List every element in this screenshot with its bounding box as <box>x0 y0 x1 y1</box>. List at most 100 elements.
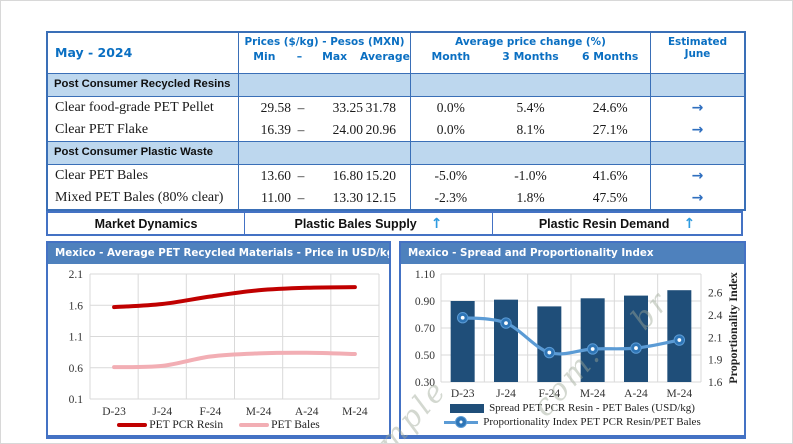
price-min: 11.00 <box>261 190 291 205</box>
price-chart-legend: PET PCR Resin PET Bales <box>48 419 389 431</box>
svg-text:A-24: A-24 <box>624 388 648 398</box>
estimate-arrow-icon: → <box>691 190 704 206</box>
svg-text:1.9: 1.9 <box>708 355 723 367</box>
price-row: Mixed PET Bales (80% clear) 11.00– 13.30 12… <box>48 187 744 209</box>
section-header-row: Post Consumer Recycled Resins <box>48 73 744 97</box>
price-max: 16.80 <box>332 168 363 183</box>
spread-legend-label: Spread PET PCR Resin - PET Bales (USD/kg… <box>489 402 695 414</box>
svg-text:M-24: M-24 <box>667 388 693 398</box>
market-dynamics-label: Market Dynamics <box>94 216 198 231</box>
section-spacer <box>410 142 650 164</box>
demand-up-arrow-icon: ↑ <box>683 215 696 232</box>
estimate-arrow-icon: → <box>691 168 704 184</box>
price-max: 24.00 <box>332 122 363 137</box>
svg-text:2.6: 2.6 <box>708 288 723 300</box>
change-group-title: Average price change (%) <box>455 36 606 48</box>
svg-text:0.6: 0.6 <box>69 363 84 375</box>
price-change-cell: 0.0% 8.1% 27.1% <box>410 119 650 141</box>
legend-item-resin: PET PCR Resin <box>117 419 223 431</box>
price-line-chart: 2.1 1.6 1.1 0.6 0.1 D-23 J-24 F-24 M-24 A-24 M-24 <box>69 269 380 418</box>
spread-chart-legend: Spread PET PCR Resin - PET Bales (USD/kg… <box>401 402 744 428</box>
svg-text:0.70: 0.70 <box>415 323 435 335</box>
section-spacer <box>238 142 410 164</box>
section-spacer <box>410 74 650 96</box>
section-spacer <box>650 142 744 164</box>
price-min: 16.39 <box>260 122 291 137</box>
price-range-dash: – <box>297 100 305 115</box>
change-6-months: 24.6% <box>592 100 628 115</box>
svg-text:0.90: 0.90 <box>415 296 435 308</box>
plastic-resin-demand-cell: Plastic Resin Demand ↑ <box>492 213 741 234</box>
index-line-swatch <box>444 416 479 428</box>
svg-text:M-24: M-24 <box>580 388 606 398</box>
plastic-resin-demand-label: Plastic Resin Demand <box>538 216 670 231</box>
price-change-cell: -2.3% 1.8% 47.5% <box>410 187 650 209</box>
section-label: Post Consumer Recycled Resins <box>54 78 231 90</box>
change-month: -2.3% <box>434 190 468 205</box>
svg-text:F-24: F-24 <box>538 388 560 398</box>
svg-text:0.50: 0.50 <box>415 350 435 362</box>
estimate-arrow-icon: → <box>691 100 704 116</box>
svg-text:2.4: 2.4 <box>708 310 723 322</box>
change-month: 0.0% <box>436 122 465 137</box>
estimated-header: Estimated June <box>650 33 744 73</box>
price-chart-panel: Mexico - Average PET Recycled Materials … <box>46 241 391 439</box>
price-chart-title: Mexico - Average PET Recycled Materials … <box>48 243 389 264</box>
estimate-arrow-icon: → <box>691 122 704 138</box>
svg-text:F-24: F-24 <box>200 406 222 416</box>
resin-legend-label: PET PCR Resin <box>149 419 224 431</box>
index-marker-icon <box>455 416 468 428</box>
average-header: Average <box>359 50 410 63</box>
prices-subheaders: Min – Max Average <box>239 48 410 63</box>
svg-text:D-23: D-23 <box>451 388 475 398</box>
price-range-dash: – <box>297 190 305 205</box>
section-header-row: Post Consumer Plastic Waste <box>48 141 744 165</box>
svg-text:0.1: 0.1 <box>69 394 84 406</box>
svg-text:A-24: A-24 <box>295 406 319 416</box>
svg-text:1.1: 1.1 <box>69 332 84 344</box>
estimated-header-line2: June <box>684 48 711 60</box>
section-spacer <box>650 74 744 96</box>
price-range-dash: – <box>297 122 305 137</box>
svg-text:1.10: 1.10 <box>415 269 435 281</box>
price-range-cell: 13.60– 16.80 15.20 <box>238 165 410 187</box>
price-average: 15.20 <box>365 168 396 183</box>
change-month: -5.0% <box>434 168 468 183</box>
svg-text:D-23: D-23 <box>102 406 126 416</box>
svg-text:0.30: 0.30 <box>415 377 435 389</box>
price-average: 20.96 <box>365 122 396 137</box>
svg-text:1.6: 1.6 <box>708 377 723 389</box>
supply-up-arrow-icon: ↑ <box>430 215 443 232</box>
svg-text:M-24: M-24 <box>246 406 272 416</box>
month-header: Month <box>431 50 471 63</box>
section-spacer <box>238 74 410 96</box>
price-range-cell: 29.58– 33.25 31.78 <box>238 97 410 119</box>
change-3-months: -1.0% <box>514 168 547 183</box>
price-row: Clear food-grade PET Pellet 29.58– 33.25 31… <box>48 97 744 119</box>
prices-group-title: Prices ($/kg) - Pesos (MXN) <box>244 36 405 48</box>
change-6-months: 27.1% <box>592 122 628 137</box>
spread-bar-swatch <box>450 403 485 413</box>
section-label: Post Consumer Plastic Waste <box>54 146 214 158</box>
product-name: Clear food-grade PET Pellet <box>55 100 214 115</box>
price-range-dash: – <box>297 168 305 183</box>
product-name: Clear PET Bales <box>55 168 149 183</box>
range-dash-header: – <box>296 50 303 63</box>
plastic-bales-supply-cell: Plastic Bales Supply ↑ <box>244 213 492 234</box>
change-month: 0.0% <box>436 100 465 115</box>
market-dynamics-bar: Market Dynamics Plastic Bales Supply ↑ P… <box>46 211 743 236</box>
bales-legend-label: PET Bales <box>271 419 320 431</box>
change-header-group: Average price change (%) Month 3 Months … <box>410 33 650 73</box>
table-header-row: May - 2024 Prices ($/kg) - Pesos (MXN) M… <box>48 33 744 73</box>
legend-item-spread: Spread PET PCR Resin - PET Bales (USD/kg… <box>450 402 695 414</box>
svg-text:M-24: M-24 <box>342 406 368 416</box>
price-row: Clear PET Bales 13.60– 16.80 15.20 -5.0% -1.0… <box>48 165 744 187</box>
price-change-cell: 0.0% 5.4% 24.6% <box>410 97 650 119</box>
price-table-body: Post Consumer Recycled Resins Clear food-… <box>48 73 744 209</box>
estimate-cell: → <box>650 97 744 119</box>
change-6-months: 41.6% <box>592 168 628 183</box>
bales-line-swatch <box>239 423 270 427</box>
price-range-cell: 16.39– 24.00 20.96 <box>238 119 410 141</box>
price-max: 33.25 <box>332 100 363 115</box>
price-row: Clear PET Flake 16.39– 24.00 20.96 0.0% 8.1% 2… <box>48 119 744 141</box>
